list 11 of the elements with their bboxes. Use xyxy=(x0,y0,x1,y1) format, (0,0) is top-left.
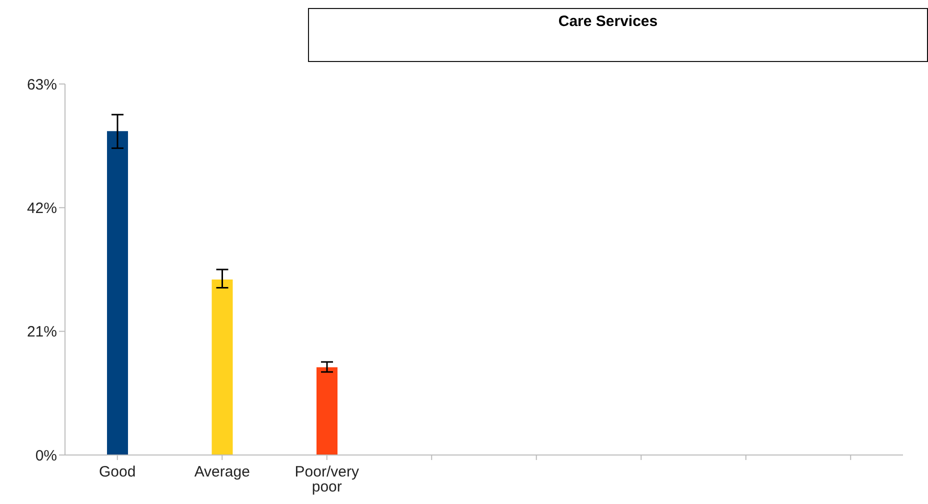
y-tick-label: 0% xyxy=(35,447,57,464)
bar xyxy=(212,280,233,455)
x-tick-label: Good xyxy=(99,464,136,481)
bar xyxy=(316,367,338,455)
x-tick-label: Poor/very poor xyxy=(294,464,360,496)
bar xyxy=(107,131,128,455)
y-tick-label: 21% xyxy=(26,324,57,341)
y-tick-label: 63% xyxy=(26,76,57,94)
chart-title: Care Services xyxy=(308,8,928,62)
x-tick-label: Average xyxy=(194,464,250,481)
y-tick-label: 42% xyxy=(26,200,57,217)
